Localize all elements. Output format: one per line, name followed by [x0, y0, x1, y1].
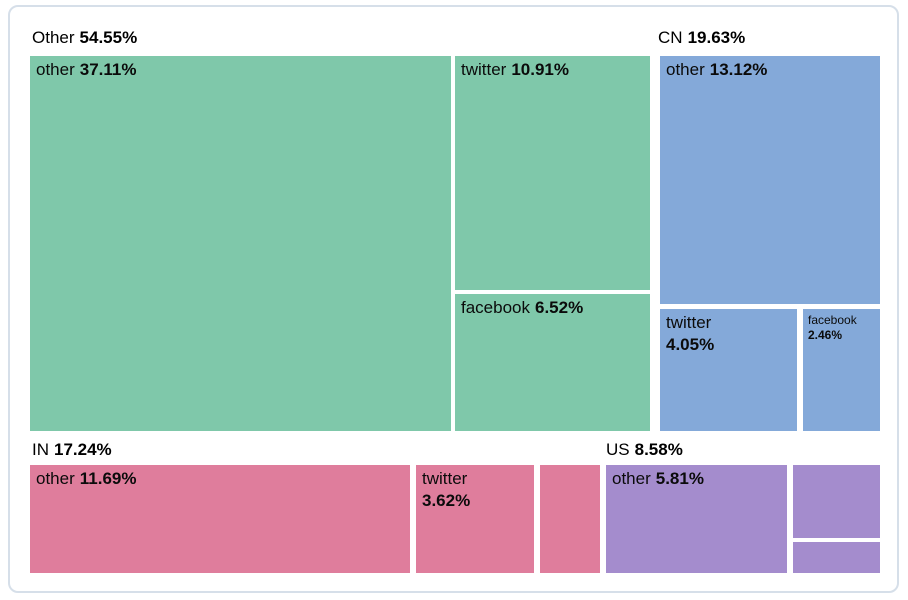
group-label-us: US 8.58%	[606, 439, 683, 461]
group-percent: 8.58%	[634, 440, 683, 459]
cell-us-unlabeled-1[interactable]	[793, 465, 880, 538]
group-label-cn: CN 19.63%	[658, 27, 745, 49]
cell-name: facebook	[808, 313, 857, 327]
cell-in-twitter[interactable]: twitter 3.62%	[416, 465, 534, 573]
group-name: CN	[658, 28, 683, 47]
cell-cn-other[interactable]: other 13.12%	[660, 56, 880, 304]
chart-card: Other 54.55% CN 19.63% IN 17.24% US 8.58% ot…	[8, 5, 899, 593]
cell-name: other	[666, 60, 705, 79]
cell-name: other	[612, 469, 651, 488]
cell-percent: 3.62%	[422, 491, 471, 510]
group-name: Other	[32, 28, 75, 47]
group-percent: 19.63%	[687, 28, 746, 47]
cell-percent: 6.52%	[535, 298, 584, 317]
cell-in-unlabeled[interactable]	[540, 465, 600, 573]
cell-percent: 5.81%	[655, 469, 704, 488]
cell-name: twitter	[666, 313, 712, 332]
cell-percent: 10.91%	[511, 60, 570, 79]
cell-in-other[interactable]: other 11.69%	[30, 465, 410, 573]
group-percent: 17.24%	[54, 440, 112, 459]
cell-name: facebook	[461, 298, 530, 317]
cell-us-other[interactable]: other 5.81%	[606, 465, 787, 573]
cell-other-facebook[interactable]: facebook 6.52%	[455, 294, 650, 431]
cell-percent: 4.05%	[666, 335, 715, 354]
cell-cn-facebook[interactable]: facebook 2.46%	[803, 309, 880, 431]
cell-name: other	[36, 60, 75, 79]
group-label-other: Other 54.55%	[32, 27, 137, 49]
group-name: IN	[32, 440, 49, 459]
cell-us-unlabeled-2[interactable]	[793, 542, 880, 573]
cell-name: twitter	[461, 60, 507, 79]
cell-other-other[interactable]: other 37.11%	[30, 56, 451, 431]
cell-percent: 11.69%	[79, 469, 137, 488]
cell-percent: 37.11%	[79, 60, 137, 79]
cell-name: other	[36, 469, 75, 488]
group-name: US	[606, 440, 630, 459]
cell-other-twitter[interactable]: twitter 10.91%	[455, 56, 650, 290]
cell-name: twitter	[422, 469, 468, 488]
group-label-in: IN 17.24%	[32, 439, 112, 461]
cell-percent: 2.46%	[808, 328, 843, 342]
group-percent: 54.55%	[79, 28, 138, 47]
cell-percent: 13.12%	[709, 60, 768, 79]
cell-cn-twitter[interactable]: twitter 4.05%	[660, 309, 797, 431]
